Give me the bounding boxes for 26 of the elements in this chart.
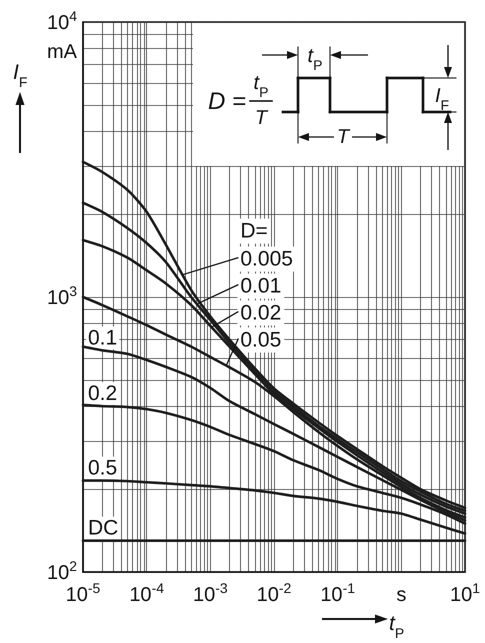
y-axis-title: I$_{F}$ [13, 61, 28, 90]
x-tick-label: 10$^{-3}$ [192, 580, 228, 606]
annotation: D = [208, 88, 246, 115]
legend-label: 0.005 [240, 248, 293, 271]
x-tick-label: 10$^{-1}$ [320, 580, 356, 606]
legend-label: 0.02 [240, 302, 282, 325]
annotation: t$_{P}$ [254, 72, 268, 100]
y-tick-label: 10$^{3}$ [46, 283, 78, 309]
x-tick-label: 10$^{1}$ [450, 580, 480, 606]
x-axis-title: t$_{P}$ [389, 612, 404, 641]
legend-title: D= [240, 220, 268, 243]
x-tick-label: s [396, 584, 406, 606]
annotation: I$_{F}$ [434, 85, 450, 113]
series-label: 0.1 [88, 326, 118, 350]
series-label: 0.2 [88, 382, 118, 406]
x-tick-label: 10$^{-2}$ [256, 580, 292, 606]
series-label: DC [88, 516, 118, 540]
annotation: T [254, 107, 269, 129]
y-tick-label: 10$^{4}$ [46, 8, 78, 34]
x-tick-label: 10$^{-4}$ [129, 580, 164, 606]
legend-label: 0.05 [240, 328, 282, 352]
legend-label: 0.01 [240, 274, 282, 298]
text: mA [47, 41, 78, 63]
annotation: T [336, 126, 351, 148]
annotation: t$_{P}$ [308, 45, 322, 73]
series-label: 0.5 [88, 456, 118, 480]
